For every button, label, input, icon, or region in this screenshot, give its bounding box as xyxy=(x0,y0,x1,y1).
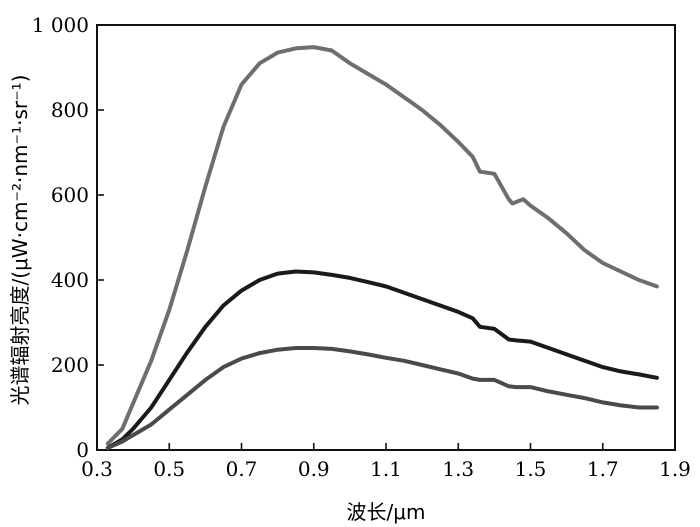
x-tick-label: 1.3 xyxy=(442,457,474,481)
y-tick-label: 0 xyxy=(76,438,89,462)
series-line-3 xyxy=(105,346,659,450)
x-tick-label: 1.1 xyxy=(370,457,402,481)
series-line-1 xyxy=(105,45,659,446)
axis-ticks xyxy=(96,24,676,451)
y-tick-label: 800 xyxy=(51,98,89,122)
series-line-2 xyxy=(105,269,659,450)
y-tick-label: 1 000 xyxy=(32,13,89,37)
y-axis-title: 光谱辐射亮度/(μW·cm⁻²·nm⁻¹·sr⁻¹) xyxy=(8,75,32,406)
y-tick-label: 600 xyxy=(51,183,89,207)
x-tick-label: 1.5 xyxy=(515,457,547,481)
x-tick-label: 0.5 xyxy=(153,457,185,481)
x-tick-label: 0.7 xyxy=(226,457,258,481)
y-tick-label: 200 xyxy=(51,353,89,377)
y-tick-label: 400 xyxy=(51,268,89,292)
x-tick-label: 0.3 xyxy=(81,457,113,481)
series-lines xyxy=(105,45,659,450)
x-tick-label: 1.7 xyxy=(587,457,619,481)
tick-labels: 0.3 0.5 0.7 0.9 1.1 1.3 1.5 1.7 1.9 0 200 400 600 800… xyxy=(32,13,691,481)
x-axis-title: 波长/μm xyxy=(347,500,426,524)
x-tick-label: 1.9 xyxy=(659,457,691,481)
plot-frame xyxy=(96,24,676,451)
x-tick-label: 0.9 xyxy=(298,457,330,481)
